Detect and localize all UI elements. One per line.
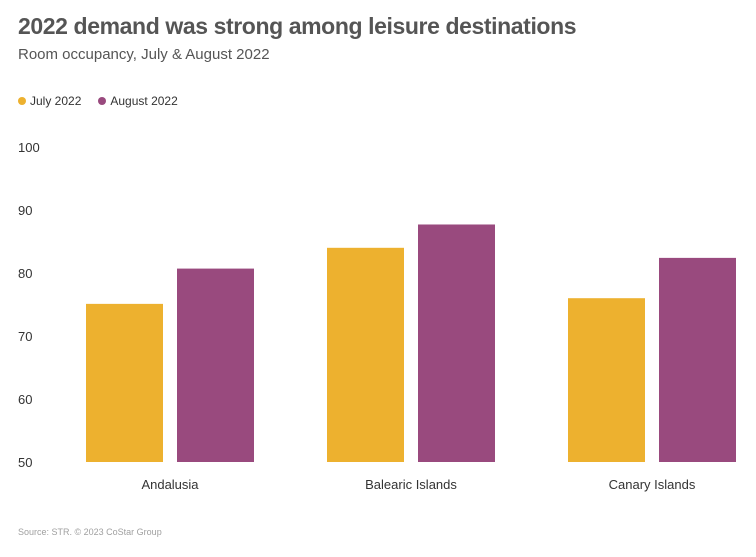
source-note: Source: STR. © 2023 CoStar Group xyxy=(18,527,162,537)
x-category-label: Andalusia xyxy=(141,477,199,492)
y-tick-label: 70 xyxy=(18,329,32,344)
y-tick-label: 90 xyxy=(18,203,32,218)
x-category-label: Balearic Islands xyxy=(365,477,457,492)
chart-title: 2022 demand was strong among leisure des… xyxy=(18,13,577,39)
y-tick-label: 60 xyxy=(18,392,32,407)
y-axis: 50 60 70 80 90 100 xyxy=(18,140,40,470)
bar-july-balearic-islands xyxy=(327,247,404,462)
bar-july-andalusia xyxy=(86,303,163,462)
legend-label-august: August 2022 xyxy=(110,94,178,108)
legend-item-august: August 2022 xyxy=(98,94,178,108)
y-tick-label: 80 xyxy=(18,266,32,281)
y-tick-label: 100 xyxy=(18,140,40,155)
bar-august-andalusia xyxy=(177,268,254,462)
bar-august-balearic-islands xyxy=(418,224,495,462)
legend-swatch-july xyxy=(18,97,26,105)
legend-label-july: July 2022 xyxy=(30,94,82,108)
y-tick-label: 50 xyxy=(18,455,32,470)
legend-swatch-august xyxy=(98,97,107,105)
bar-august-canary-islands xyxy=(659,257,736,462)
bar-july-canary-islands xyxy=(568,298,645,462)
bars xyxy=(86,224,736,462)
legend-item-july: July 2022 xyxy=(18,94,81,108)
x-axis: Andalusia Balearic Islands Canary Islands xyxy=(141,477,695,492)
chart-legend: July 2022 August 2022 xyxy=(18,94,195,108)
chart-subtitle: Room occupancy, July & August 2022 xyxy=(18,46,270,63)
x-category-label: Canary Islands xyxy=(609,477,696,492)
